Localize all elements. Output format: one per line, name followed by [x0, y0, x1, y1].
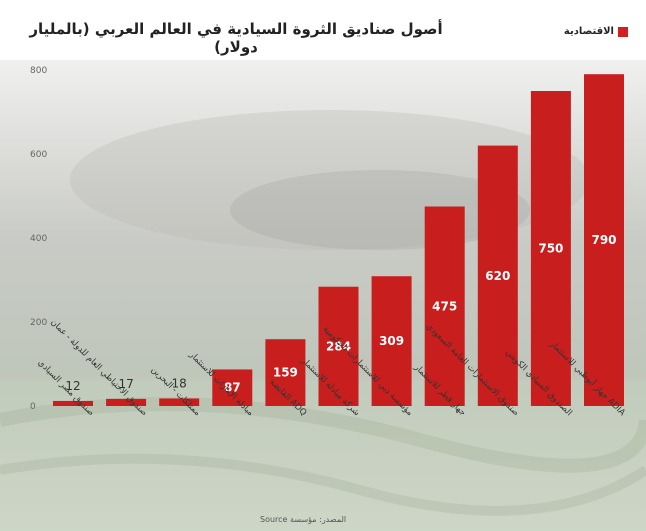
category-label-2: ممتلكات - البحرين	[149, 365, 202, 418]
bar-5	[318, 286, 359, 406]
bar-value-label-4: 159	[273, 366, 298, 380]
y-tick-label-3: 600	[30, 150, 47, 160]
bar-value-label-10: 790	[591, 233, 616, 247]
bar-3	[212, 369, 253, 406]
bar-value-label-5: 284	[326, 339, 351, 353]
brand-logo: الاقتصادية	[564, 26, 628, 37]
bar-2	[159, 398, 200, 406]
chart-title: أصول صناديق الثروة السيادية في العالم ال…	[29, 20, 443, 56]
logo-text: الاقتصادية	[563, 26, 614, 37]
header-bar: أصول صناديق الثروة السيادية في العالم ال…	[0, 0, 646, 60]
y-tick-label-0: 0	[30, 402, 36, 412]
y-tick-label-4: 800	[30, 66, 47, 76]
bar-0	[53, 400, 93, 406]
bar-4	[265, 339, 306, 406]
bar-value-label-7: 475	[432, 299, 457, 313]
bar-10	[584, 74, 624, 406]
bar-value-label-9: 750	[538, 242, 563, 256]
bar-1	[106, 398, 147, 406]
bar-value-label-3: 87	[224, 381, 241, 395]
logo-mark-icon	[618, 26, 628, 37]
bar-7	[424, 206, 465, 406]
bar-value-label-6: 309	[379, 334, 404, 348]
source-note: المصدر: مؤسسة Source	[260, 515, 347, 524]
category-label-0: صندوق مصر السيادي	[36, 358, 96, 418]
bar-value-label-0: 12	[65, 379, 80, 393]
bar-6	[371, 276, 412, 406]
bar-value-label-2: 18	[172, 376, 187, 390]
y-tick-label-2: 400	[30, 234, 47, 244]
bar-9	[530, 91, 571, 406]
bar-value-label-1: 17	[118, 377, 133, 391]
bar-value-label-8: 620	[485, 269, 510, 283]
bar-8	[477, 145, 518, 406]
y-tick-label-1: 200	[30, 318, 47, 328]
